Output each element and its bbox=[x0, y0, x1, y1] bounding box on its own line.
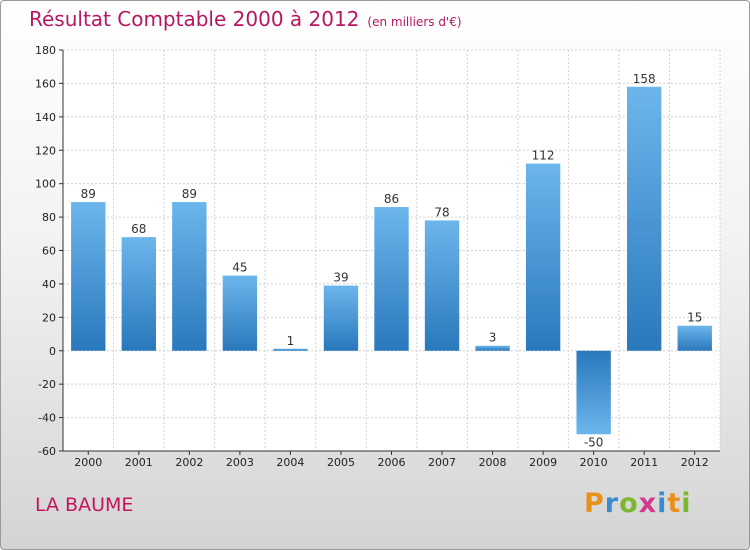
x-tick-label: 2008 bbox=[479, 456, 507, 469]
y-tick-label: 20 bbox=[42, 311, 56, 324]
axes: -60 -40 -20 0 20 40 60 80 100 120 140 160 180 2000 200… bbox=[35, 44, 720, 469]
bar-2009 bbox=[525, 163, 561, 351]
data-label-2007: 78 bbox=[434, 205, 449, 219]
y-tick-label: 80 bbox=[42, 211, 56, 224]
x-tick-label: 2007 bbox=[428, 456, 456, 469]
commune-name: LA BAUME bbox=[35, 494, 134, 516]
data-label-2009: 112 bbox=[532, 149, 555, 163]
logo-letter: r bbox=[604, 488, 620, 519]
x-tick-label: 2002 bbox=[175, 456, 203, 469]
data-label-2010: -50 bbox=[584, 435, 604, 449]
bar-2005 bbox=[323, 285, 359, 351]
logo-letter: x bbox=[638, 488, 658, 519]
data-labels: 89 68 89 45 1 39 86 78 3 112 -50 158 15 bbox=[81, 72, 703, 450]
proxiti-logo: Proxiti bbox=[584, 488, 692, 519]
data-label-2002: 89 bbox=[182, 187, 197, 201]
data-label-2000: 89 bbox=[81, 187, 96, 201]
y-tick-label: -20 bbox=[38, 378, 56, 391]
bar-2006 bbox=[374, 207, 409, 351]
data-label-2001: 68 bbox=[131, 222, 146, 236]
bars bbox=[71, 86, 712, 435]
bar-2011 bbox=[627, 86, 662, 351]
x-tick-label: 2012 bbox=[681, 456, 709, 469]
y-tick-label: 60 bbox=[42, 245, 56, 258]
data-label-2003: 45 bbox=[232, 261, 247, 275]
y-tick-label: 160 bbox=[35, 77, 56, 90]
chart-title: Résultat Comptable 2000 à 2012 (en millie… bbox=[29, 7, 462, 31]
data-label-2012: 15 bbox=[687, 311, 702, 325]
y-tick-label: 100 bbox=[35, 178, 56, 191]
data-label-2005: 39 bbox=[333, 271, 348, 285]
data-label-2006: 86 bbox=[384, 192, 399, 206]
logo-letter: t bbox=[667, 488, 682, 519]
x-tick-label: 2003 bbox=[226, 456, 254, 469]
title-text: Résultat Comptable 2000 à 2012 bbox=[29, 7, 360, 31]
bar-2001 bbox=[121, 237, 156, 351]
bar-2000 bbox=[71, 202, 106, 351]
x-tick-label: 2005 bbox=[327, 456, 355, 469]
x-tick-label: 2000 bbox=[74, 456, 102, 469]
data-label-2004: 1 bbox=[287, 334, 295, 348]
bar-2010 bbox=[576, 350, 611, 435]
y-tick-label: -40 bbox=[38, 412, 56, 425]
x-tick-label: 2009 bbox=[529, 456, 557, 469]
y-tick-label: 40 bbox=[42, 278, 56, 291]
x-tick-label: 2011 bbox=[630, 456, 658, 469]
bar-2012 bbox=[677, 325, 712, 351]
chart-subtitle: (en milliers d'€) bbox=[367, 15, 462, 29]
logo-letter: i bbox=[681, 488, 692, 519]
logo-letter: i bbox=[657, 488, 668, 519]
y-tick-label: 180 bbox=[35, 44, 56, 57]
x-tick-label: 2004 bbox=[276, 456, 304, 469]
bar-2003 bbox=[222, 275, 258, 351]
bar-2002 bbox=[172, 202, 207, 351]
y-tick-label: -60 bbox=[38, 445, 56, 458]
y-tick-label: 140 bbox=[35, 111, 56, 124]
bar-2004 bbox=[273, 348, 308, 351]
y-tick-label: 0 bbox=[49, 345, 56, 358]
data-label-2011: 158 bbox=[633, 72, 656, 86]
x-tick-label: 2006 bbox=[378, 456, 406, 469]
logo-letter: o bbox=[619, 488, 639, 519]
x-tick-label: 2001 bbox=[125, 456, 153, 469]
x-tick-label: 2010 bbox=[580, 456, 608, 469]
bar-2007 bbox=[424, 220, 460, 351]
y-tick-label: 120 bbox=[35, 144, 56, 157]
logo-letter: P bbox=[584, 488, 605, 519]
bar-2008 bbox=[475, 345, 510, 351]
data-label-2008: 3 bbox=[489, 331, 497, 345]
